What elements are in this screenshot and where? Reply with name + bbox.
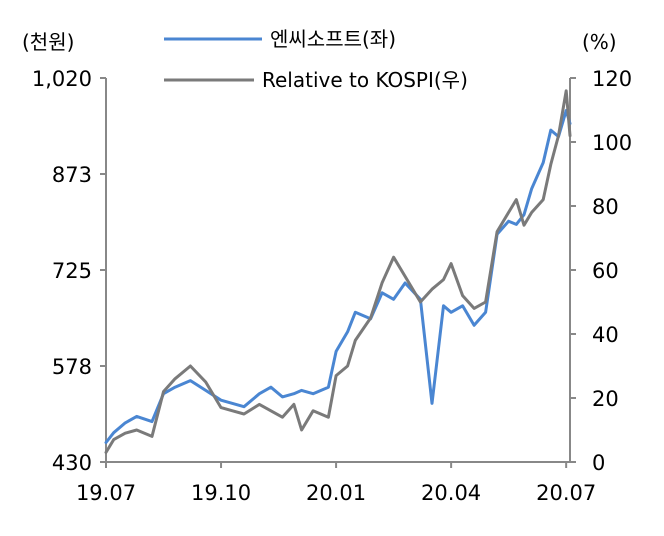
right-tick-label: 60 (592, 259, 619, 283)
series-lines (104, 89, 572, 454)
left-tick-label: 1,020 (32, 67, 92, 91)
right-tick-label: 20 (592, 387, 619, 411)
right-tick-label: 0 (592, 451, 605, 475)
right-tick-label: 100 (592, 131, 632, 155)
x-tick-label: 20.07 (536, 481, 596, 505)
series-line-2 (104, 89, 572, 454)
left-tick-label: 578 (52, 355, 92, 379)
right-tick-label: 120 (592, 67, 632, 91)
right-tick-label: 40 (592, 323, 619, 347)
x-tick-label: 19.07 (76, 481, 136, 505)
left-y-ticks: 1,020 873 725 578 430 (32, 67, 106, 475)
left-tick-label: 430 (52, 451, 92, 475)
left-axis-unit: (천원) (22, 30, 74, 54)
legend: 엔씨소프트(좌) Relative to KOSPI(우) (164, 27, 468, 92)
legend-label-series-2: Relative to KOSPI(우) (262, 68, 468, 92)
x-tick-label: 19.10 (191, 481, 251, 505)
right-axis-unit: (%) (582, 30, 617, 54)
right-y-ticks: 120 100 80 60 40 20 0 (570, 67, 632, 475)
right-tick-label: 80 (592, 195, 619, 219)
legend-label-series-1: 엔씨소프트(좌) (270, 27, 396, 51)
left-tick-label: 873 (52, 163, 92, 187)
x-ticks: 19.07 19.10 20.01 20.04 20.07 (76, 462, 596, 505)
series-line-1 (104, 109, 572, 444)
left-tick-label: 725 (52, 259, 92, 283)
x-tick-label: 20.01 (306, 481, 366, 505)
x-tick-label: 20.04 (421, 481, 481, 505)
